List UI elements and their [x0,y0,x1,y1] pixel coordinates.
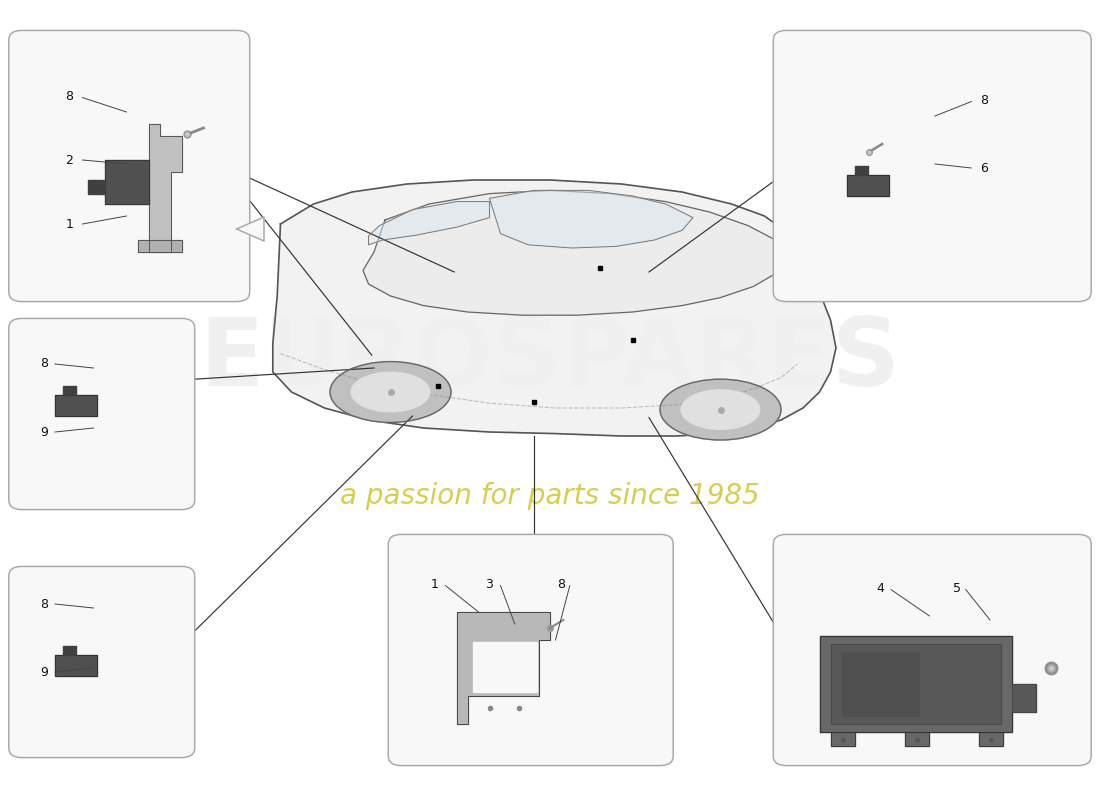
Polygon shape [88,180,104,194]
Text: 8: 8 [980,94,989,106]
Text: 1: 1 [430,578,439,590]
Polygon shape [236,217,264,241]
Polygon shape [856,166,868,175]
Polygon shape [138,240,182,252]
Text: 4: 4 [876,582,884,594]
Polygon shape [363,190,786,315]
Text: 5: 5 [953,582,961,594]
FancyBboxPatch shape [9,566,195,758]
Polygon shape [55,395,97,416]
Text: 6: 6 [980,162,989,174]
Text: 9: 9 [40,426,48,438]
Text: EUROSPARES: EUROSPARES [199,314,901,406]
FancyBboxPatch shape [9,30,250,302]
Polygon shape [456,612,550,724]
Text: 8: 8 [557,578,565,590]
Polygon shape [55,655,97,676]
Polygon shape [979,732,1003,746]
Polygon shape [830,644,1001,724]
Polygon shape [830,732,855,746]
Polygon shape [104,160,148,204]
Polygon shape [64,646,76,655]
Text: 3: 3 [485,578,494,590]
Polygon shape [473,642,537,692]
Ellipse shape [660,379,781,440]
Text: 8: 8 [40,598,48,610]
Polygon shape [148,124,182,252]
Polygon shape [490,190,693,248]
Text: 1: 1 [65,218,74,230]
FancyBboxPatch shape [388,534,673,766]
Polygon shape [1012,684,1036,712]
FancyBboxPatch shape [773,534,1091,766]
Text: 9: 9 [40,666,48,678]
FancyBboxPatch shape [773,30,1091,302]
FancyBboxPatch shape [9,318,195,510]
Polygon shape [904,732,928,746]
Polygon shape [64,386,76,395]
Text: 2: 2 [65,154,74,166]
Polygon shape [273,180,836,436]
Text: 8: 8 [65,90,74,102]
Polygon shape [847,175,889,196]
Polygon shape [842,652,918,716]
Text: a passion for parts since 1985: a passion for parts since 1985 [340,482,760,510]
Ellipse shape [330,362,451,422]
Polygon shape [820,636,1012,732]
Text: 8: 8 [40,358,48,370]
Polygon shape [368,202,490,245]
Ellipse shape [351,372,430,412]
Ellipse shape [681,390,760,430]
